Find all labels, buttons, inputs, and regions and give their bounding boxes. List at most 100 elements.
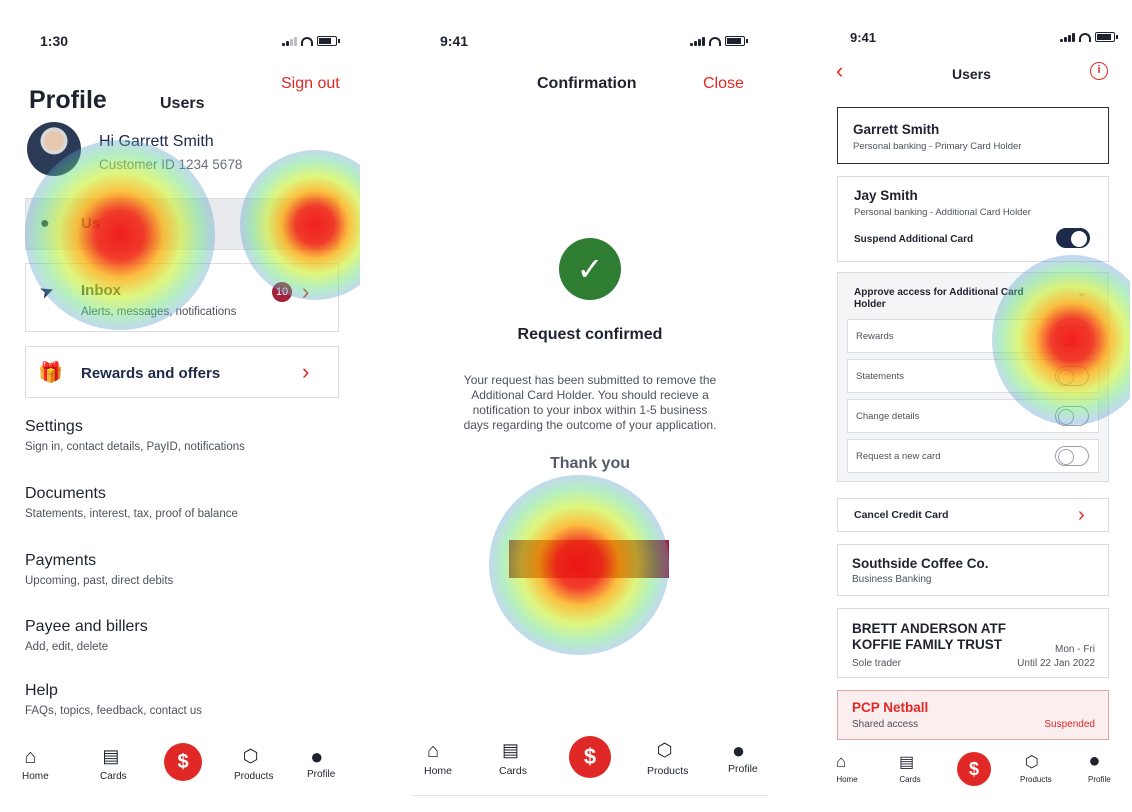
cards-icon: ▤ [102,746,120,766]
additional-user-subtitle: Personal banking - Additional Card Holde… [854,207,1031,218]
chevron-right-icon: › [302,279,310,304]
inbox-badge: 10 [272,282,292,302]
nav-products-label: Products [1020,775,1052,784]
status-time: 9:41 [850,30,877,45]
help-title: Help [25,682,58,699]
business-account-card[interactable]: Southside Coffee Co. Business Banking [837,544,1109,596]
statements-toggle[interactable] [1055,366,1089,386]
netball-account-card[interactable]: PCP Netball Shared access Suspended [837,690,1109,740]
rewards-title: Rewards and offers [81,365,221,382]
box-icon: ⬡ [1024,754,1039,771]
approve-access-panel: Approve access for Additional Card Holde… [837,272,1109,482]
status-time: 1:30 [40,33,69,49]
check-icon: ✓ [559,238,621,300]
nav-cards-label: Cards [100,771,127,782]
signal-icon [282,37,297,46]
sign-out-link[interactable]: Sign out [281,75,340,92]
pay-button[interactable]: $ [164,743,202,781]
pay-button[interactable]: $ [569,736,611,778]
send-icon: ➤ [37,280,57,303]
cancel-credit-card-row[interactable]: Cancel Credit Card › [837,498,1109,532]
nav-profile[interactable]: ● Profile [728,738,758,775]
permission-label: Request a new card [856,451,941,462]
nav-profile[interactable]: ● Profile [1088,750,1111,784]
nav-products-label: Products [647,765,689,777]
nav-profile-label: Profile [307,769,336,780]
user-icon: ● [40,215,50,232]
permission-row-statements: Statements [847,359,1099,393]
users-row[interactable]: ● Us [25,198,339,250]
additional-user-name: Jay Smith [854,188,918,203]
permission-row-new-card: Request a new card [847,439,1099,473]
cancel-credit-card-label: Cancel Credit Card [854,509,949,521]
gift-icon: 🎁 [38,362,63,384]
confirmation-body: Your request has been submitted to remov… [463,373,717,432]
suspend-toggle[interactable] [1056,228,1090,248]
settings-subtitle: Sign in, contact details, PayID, notific… [25,441,245,453]
nav-products[interactable]: ⬡ Products [234,746,273,782]
documents-subtitle: Statements, interest, tax, proof of bala… [25,508,238,520]
status-badge: Suspended [1044,719,1095,730]
permission-label: Rewards [856,331,894,342]
nav-products[interactable]: ⬡ Products [647,740,688,777]
cards-icon: ▤ [502,740,520,760]
additional-user-card[interactable]: Jay Smith Personal banking - Additional … [837,176,1109,262]
nav-cards[interactable]: ▤ Cards [100,746,127,782]
nav-products[interactable]: ⬡ Products [1020,752,1052,784]
pay-button[interactable]: $ [957,752,991,786]
nav-home[interactable]: ⌂ Home [424,740,452,777]
customer-id: Customer ID 1234 5678 [99,157,243,172]
nav-home-label: Home [836,775,858,784]
settings-title: Settings [25,418,83,435]
box-icon: ⬡ [242,746,259,766]
home-icon: ⌂ [24,746,37,768]
nav-home-label: Home [22,771,49,782]
signal-icon [690,37,705,46]
approve-access-title[interactable]: Approve access for Additional Card Holde… [854,287,1024,310]
help-item[interactable]: Help FAQs, topics, feedback, contact us [25,682,202,717]
nav-cards[interactable]: ▤ Cards [499,740,527,777]
nav-cards[interactable]: ▤ Cards [899,752,921,784]
trust-name: BRETT ANDERSON ATF KOFFIE FAMILY TRUST [852,621,1006,652]
change-details-toggle[interactable] [1055,406,1089,426]
users-tab[interactable]: Users [160,95,205,112]
close-button[interactable]: Close [703,75,744,92]
permission-label: Statements [856,371,905,382]
payments-item[interactable]: Payments Upcoming, past, direct debits [25,552,173,587]
rewards-toggle[interactable] [1055,326,1089,346]
permission-row-rewards: Rewards [847,319,1099,353]
cards-icon: ▤ [899,754,915,771]
trust-subtitle: Sole trader [852,658,901,669]
chevron-down-icon[interactable]: ⌄ [1076,283,1088,299]
bottom-nav: ⌂ Home ▤ Cards $ ⬡ Products ● Profile [412,734,768,790]
new-card-toggle[interactable] [1055,446,1089,466]
users-row-label: Us [81,215,101,232]
settings-item[interactable]: Settings Sign in, contact details, PayID… [25,418,245,453]
confirmation-heading: Request confirmed [517,326,663,343]
wifi-icon [1079,33,1091,42]
wifi-icon [301,37,313,46]
documents-item[interactable]: Documents Statements, interest, tax, pro… [25,485,238,520]
nav-profile[interactable]: ● Profile [307,744,335,780]
back-chevron-icon[interactable]: ‹ [836,58,844,83]
page-title: Profile [29,86,107,114]
done-button[interactable] [509,540,669,578]
primary-user-card[interactable]: Garrett Smith Personal banking - Primary… [837,107,1109,164]
nav-home-label: Home [424,765,453,777]
avatar [27,122,81,176]
permission-label: Change details [856,411,920,422]
trust-account-card[interactable]: BRETT ANDERSON ATF KOFFIE FAMILY TRUST S… [837,608,1109,678]
inbox-row[interactable]: ➤ Inbox Alerts, messages, notifications … [25,263,339,332]
status-time: 9:41 [440,33,469,49]
profile-screen: 1:30 Profile Users Sign out Hi Garrett S… [0,0,360,812]
inbox-subtitle: Alerts, messages, notifications [81,306,237,318]
wifi-icon [709,37,721,46]
payee-item[interactable]: Payee and billers Add, edit, delete [25,618,148,653]
rewards-row[interactable]: 🎁 Rewards and offers › [25,346,339,398]
nav-home[interactable]: ⌂ Home [836,752,858,784]
trust-days: Mon - Fri [1055,644,1095,655]
nav-home[interactable]: ⌂ Home [22,746,49,782]
info-icon[interactable]: i [1090,62,1108,80]
suspend-label: Suspend Additional Card [854,234,974,245]
nav-cards-label: Cards [899,775,921,784]
